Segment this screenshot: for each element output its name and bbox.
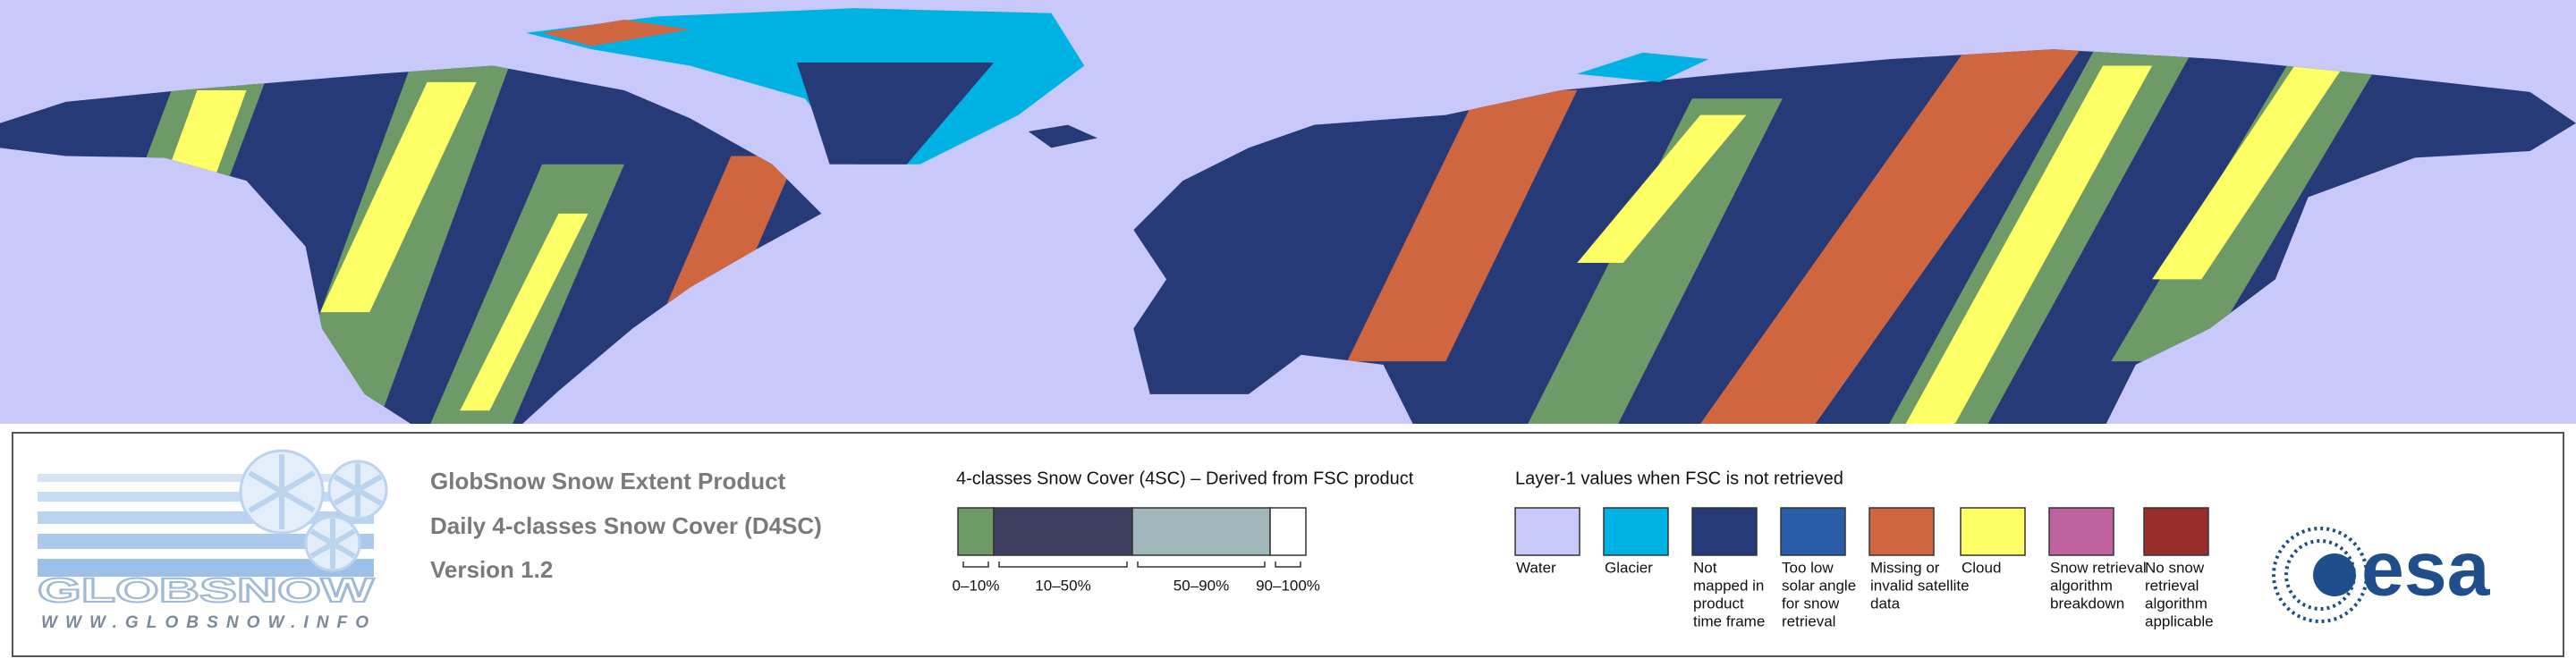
product-version: Version 1.2	[430, 556, 553, 583]
class-bracket	[1275, 561, 1301, 568]
layer1-label: Missing or	[1870, 559, 1940, 576]
layer1-swatch	[2143, 507, 2209, 556]
snow-cover-class-label: 50–90%	[1174, 577, 1229, 594]
snow-cover-class-label: 90–100%	[1256, 577, 1320, 594]
layer1-swatch	[1691, 507, 1758, 556]
swath	[164, 90, 247, 182]
layer1-label: time frame	[1693, 612, 1765, 629]
snow-cover-swatch	[1131, 507, 1271, 556]
snow-cover-legend-title: 4-classes Snow Cover (4SC) – Derived fro…	[956, 469, 1414, 488]
layer1-swatch	[1514, 507, 1580, 556]
layer1-swatch	[1960, 507, 2026, 556]
layer1-label: Not	[1693, 559, 1717, 576]
layer1-label: No snow	[2145, 559, 2205, 576]
layer1-swatch	[1868, 507, 1935, 556]
layer1-swatch	[2048, 507, 2114, 556]
logo-stripe	[38, 559, 374, 577]
layer1-label: Cloud	[1962, 559, 2001, 576]
layer1-label: mapped in	[1693, 577, 1764, 594]
layer1-label: algorithm	[2050, 577, 2113, 594]
iceland	[1028, 124, 1097, 148]
globsnow-logo: GLOBSNOW WWW.GLOBSNOW.INFO	[37, 449, 388, 632]
layer1-label: product	[1693, 595, 1744, 612]
swath	[460, 213, 589, 411]
layer1-label: invalid satellite	[1870, 577, 1970, 594]
snow-cover-swatch	[1269, 507, 1307, 556]
layer1-label: applicable	[2145, 612, 2214, 629]
snow-cover-legend: 0–10% 10–50% 50–90% 90–100%	[953, 507, 1320, 594]
logo-stripe	[38, 534, 374, 549]
snow-cover-class-label: 0–10%	[953, 577, 1000, 594]
class-bracket	[998, 561, 1128, 568]
logo-stripe	[38, 492, 374, 502]
swath	[320, 81, 477, 313]
layer1-label: Too low	[1782, 559, 1834, 576]
esa-core	[2313, 553, 2356, 596]
swath	[1700, 49, 2087, 424]
swath	[1577, 114, 1747, 263]
swath	[1528, 98, 1783, 424]
swath	[1347, 90, 1578, 362]
layer1-label: Water	[1516, 559, 1556, 576]
layer1-label: retrieval	[2145, 577, 2199, 594]
logo-stripe	[38, 474, 374, 482]
layer1-swatch	[1603, 507, 1669, 556]
layer1-swatch	[1780, 507, 1846, 556]
layer1-label: data	[1870, 595, 1901, 612]
snow-cover-class-label: 10–50%	[1035, 577, 1090, 594]
class-bracket	[1137, 561, 1266, 568]
layer1-label: Glacier	[1605, 559, 1653, 576]
snow-map	[0, 0, 2576, 424]
product-subtitle: Daily 4-classes Snow Cover (D4SC)	[430, 512, 822, 539]
snow-cover-swatch	[993, 507, 1133, 556]
logo-name: GLOBSNOW	[38, 572, 374, 610]
layer1-label: for snow	[1782, 595, 1840, 612]
product-title: GlobSnow Snow Extent Product	[430, 468, 786, 494]
layer1-label: solar angle	[1782, 577, 1856, 594]
class-bracket	[962, 561, 989, 568]
layer1-label: Snow retrieval	[2050, 559, 2147, 576]
arctic-island	[1577, 52, 1709, 82]
swath	[1905, 65, 2153, 424]
snow-cover-swatch	[957, 507, 995, 556]
layer1-legend-title: Layer-1 values when FSC is not retrieved	[1515, 469, 1843, 488]
layer1-label: breakdown	[2050, 595, 2124, 612]
esa-text: esa	[2361, 527, 2491, 612]
swath	[2152, 57, 2350, 280]
greenland-unmapped	[796, 62, 995, 165]
esa-logo: esa	[2272, 527, 2491, 623]
esa-ring	[2272, 527, 2368, 623]
arctic-island	[542, 20, 691, 46]
snowflakes	[239, 449, 388, 572]
layer1-label: retrieval	[1782, 612, 1835, 629]
layer1-label: algorithm	[2145, 595, 2207, 612]
